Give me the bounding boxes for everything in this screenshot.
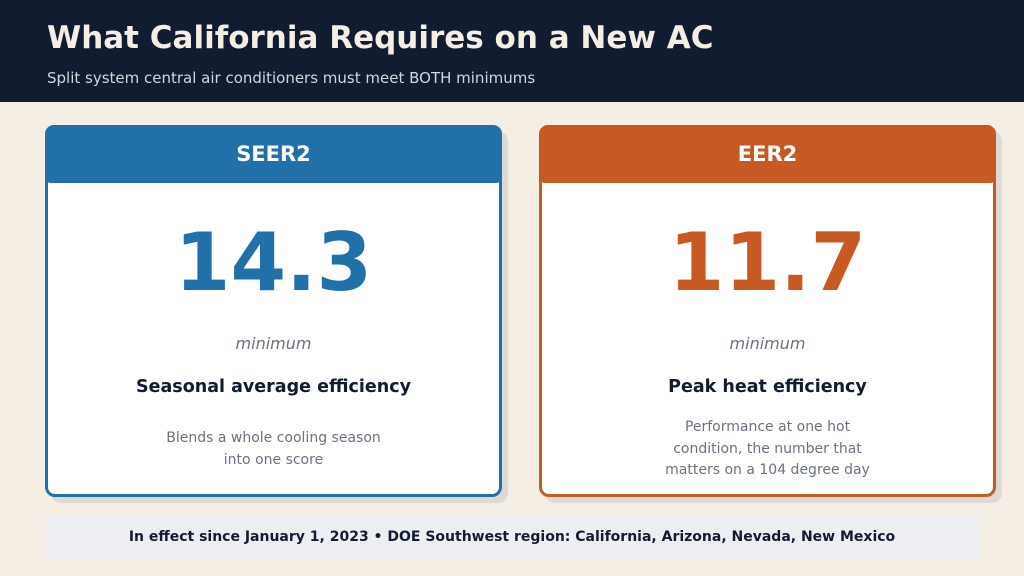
seer2-card-description: Blends a whole cooling season into one s… (88, 428, 459, 471)
footer-note: In effect since January 1, 2023 • DOE So… (45, 515, 979, 559)
eer2-card: EER2 11.7 minimum Peak heat efficiency P… (539, 125, 996, 497)
header-banner: What California Requires on a New AC Spl… (0, 0, 1024, 102)
seer2-minimum-value: 14.3 (174, 216, 373, 309)
eer2-minimum-label: minimum (729, 334, 806, 353)
page-title: What California Requires on a New AC (47, 20, 714, 56)
seer2-minimum-label: minimum (235, 334, 312, 353)
page-subtitle: Split system central air conditioners mu… (47, 69, 536, 87)
seer2-card-header: SEER2 (45, 125, 502, 183)
eer2-description-line: Performance at one hot (684, 419, 851, 435)
eer2-card-subtitle: Peak heat efficiency (668, 377, 867, 397)
eer2-minimum-value: 11.7 (668, 216, 867, 309)
eer2-card-header: EER2 (539, 125, 996, 183)
seer2-card: SEER2 14.3 minimum Seasonal average effi… (45, 125, 502, 497)
seer2-description-line: into one score (223, 451, 324, 468)
eer2-description-line: condition, the number that (673, 440, 862, 457)
seer2-description-line: Blends a whole cooling season (166, 430, 381, 446)
seer2-card-subtitle: Seasonal average efficiency (136, 377, 411, 397)
eer2-description-line: matters on a 104 degree day (665, 462, 870, 478)
eer2-card-description: Performance at one hot condition, the nu… (582, 417, 953, 482)
